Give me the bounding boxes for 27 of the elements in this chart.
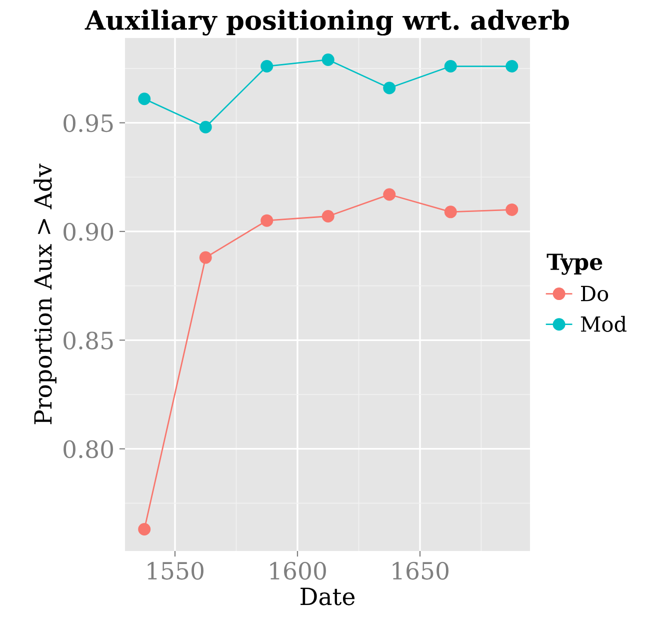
point: [506, 60, 518, 73]
chart-title: Auxiliary positioning wrt. adverb: [84, 10, 569, 36]
point: [260, 60, 274, 73]
point: [199, 251, 212, 264]
legend-label: Do: [581, 286, 608, 302]
legend-title: Type: [546, 254, 602, 275]
y-tick-label: 0.90: [64, 222, 114, 241]
y-axis-title: Proportion Aux > Adv: [34, 164, 56, 424]
point: [383, 188, 396, 201]
point: [322, 210, 334, 222]
point: [444, 60, 457, 73]
point: [260, 214, 274, 227]
x-tick-label: 1650: [392, 562, 448, 580]
legend-label: Mod: [580, 316, 626, 332]
y-tick-label: 0.95: [64, 114, 113, 132]
point: [199, 120, 212, 134]
y-tick-label: 0.80: [64, 440, 114, 458]
point: [506, 203, 518, 216]
y-tick-label: 0.85: [64, 332, 113, 350]
point: [138, 92, 151, 106]
point: [138, 523, 151, 536]
x-tick-label: 1600: [270, 562, 326, 580]
point: [322, 53, 334, 66]
point: [383, 82, 396, 94]
x-tick-label: 1550: [148, 562, 204, 580]
x-axis-title: Date: [300, 588, 355, 606]
point: [444, 206, 457, 218]
